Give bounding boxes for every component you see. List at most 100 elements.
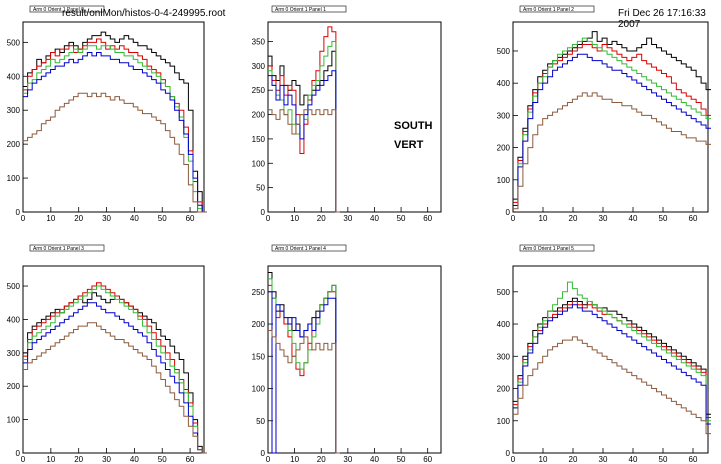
x-tick-label: 30	[343, 214, 352, 223]
series-green	[23, 285, 207, 454]
x-tick-label: 10	[290, 455, 299, 464]
y-tick-label: 200	[252, 320, 266, 329]
plot-frame	[22, 265, 205, 454]
y-tick-label: 50	[256, 417, 265, 426]
x-tick-label: 20	[74, 214, 83, 223]
y-tick-label: 300	[497, 111, 511, 120]
x-tick-label: 40	[130, 455, 139, 464]
panel-title-box	[271, 5, 347, 13]
y-tick-label: 150	[252, 352, 266, 361]
y-tick-label: 200	[7, 140, 21, 149]
y-tick-label: 0	[16, 449, 21, 458]
series-brown	[513, 92, 711, 210]
x-tick-label: 40	[370, 214, 379, 223]
series-blue	[513, 304, 711, 425]
x-tick-label: 30	[343, 455, 352, 464]
x-tick-label: 0	[266, 455, 271, 464]
x-tick-label: 20	[317, 214, 326, 223]
panel-title: Arm 0 Orient 1 Panel 2	[523, 7, 574, 13]
x-tick-label: 30	[599, 214, 608, 223]
x-tick-label: 40	[629, 455, 638, 464]
x-tick-label: 20	[74, 455, 83, 464]
x-tick-label: 60	[186, 455, 195, 464]
y-tick-label: 200	[252, 111, 266, 120]
x-tick-label: 60	[689, 455, 698, 464]
panel-title: Arm 0 Orient 1 Panel 3	[33, 246, 84, 252]
x-tick-label: 20	[569, 455, 578, 464]
y-tick-label: 200	[497, 385, 511, 394]
series-brown	[23, 92, 207, 213]
y-tick-label: 400	[497, 320, 511, 329]
series-red	[23, 282, 207, 454]
file-path-label: result/onlMon/histos-0-4-249995.root	[62, 8, 226, 19]
panel-title: Arm 0 Orient 1 Panel 4	[275, 246, 326, 252]
x-tick-label: 10	[46, 214, 55, 223]
south-annotation: SOUTH	[394, 120, 433, 132]
panel-title-box	[519, 244, 595, 252]
x-tick-label: 40	[629, 214, 638, 223]
series-green	[513, 37, 711, 207]
y-tick-label: 500	[7, 38, 21, 47]
series-brown	[268, 329, 340, 454]
x-tick-label: 20	[317, 455, 326, 464]
series-blue	[23, 302, 207, 454]
series-black	[268, 50, 340, 213]
panel-title-box	[29, 5, 105, 13]
y-tick-label: 0	[261, 449, 266, 458]
x-tick-label: 50	[659, 214, 668, 223]
x-tick-label: 60	[689, 214, 698, 223]
y-tick-label: 100	[252, 159, 266, 168]
x-tick-label: 60	[423, 455, 432, 464]
x-tick-label: 0	[266, 214, 271, 223]
series-green	[23, 45, 207, 213]
x-tick-label: 30	[102, 455, 111, 464]
y-tick-label: 100	[497, 417, 511, 426]
x-tick-label: 20	[569, 214, 578, 223]
series-brown	[513, 336, 711, 435]
y-tick-label: 400	[497, 79, 511, 88]
y-tick-label: 100	[7, 416, 21, 425]
y-tick-label: 200	[7, 382, 21, 391]
y-tick-label: 500	[7, 282, 21, 291]
y-tick-label: 100	[7, 174, 21, 183]
panel-title: Arm 0 Orient 1 Panel 5	[523, 246, 574, 252]
y-tick-label: 50	[256, 184, 265, 193]
vert-annotation: VERT	[394, 139, 424, 151]
series-blue	[513, 53, 711, 207]
y-tick-label: 300	[252, 62, 266, 71]
x-tick-label: 30	[102, 214, 111, 223]
x-tick-label: 0	[21, 214, 26, 223]
y-tick-label: 250	[252, 288, 266, 297]
x-tick-label: 50	[397, 214, 406, 223]
y-tick-label: 500	[497, 47, 511, 56]
panel-4: Arm 0 Orient 1 Panel 4 0 10 20 30 40 50 60 0 50 10…	[252, 244, 442, 464]
x-tick-label: 0	[511, 214, 516, 223]
x-tick-label: 10	[46, 455, 55, 464]
y-tick-label: 300	[7, 106, 21, 115]
y-tick-label: 150	[252, 135, 266, 144]
y-tick-label: 0	[16, 208, 21, 217]
x-tick-label: 10	[290, 214, 299, 223]
x-tick-label: 0	[21, 455, 26, 464]
y-tick-label: 100	[497, 176, 511, 185]
y-tick-label: 500	[497, 288, 511, 297]
panel-1: Arm 0 Orient 1 Panel 1 0 10 20 30 40 50 60 0 50 10…	[252, 5, 442, 223]
plot-frame	[267, 265, 442, 454]
panel-3: Arm 0 Orient 1 Panel 3 0 10 20 30 40 50 60 0 100 2…	[7, 244, 207, 464]
series-blue	[23, 52, 207, 213]
y-tick-label: 200	[497, 144, 511, 153]
y-tick-label: 100	[252, 385, 266, 394]
panel-2: Arm 0 Orient 1 Panel 2 0 10 20 30 40 50 60 0 100 2…	[497, 5, 711, 223]
series-green	[513, 281, 711, 422]
y-tick-label: 300	[7, 349, 21, 358]
panel-5: Arm 0 Orient 1 Panel 5 0 10 20 30 40 50 60 0 100 2…	[497, 244, 711, 464]
x-tick-label: 50	[397, 455, 406, 464]
y-tick-label: 0	[261, 208, 266, 217]
y-tick-label: 400	[7, 315, 21, 324]
plot-frame	[512, 265, 709, 454]
series-brown	[23, 322, 207, 454]
series-blue	[268, 70, 340, 213]
plot-frame	[512, 21, 709, 213]
